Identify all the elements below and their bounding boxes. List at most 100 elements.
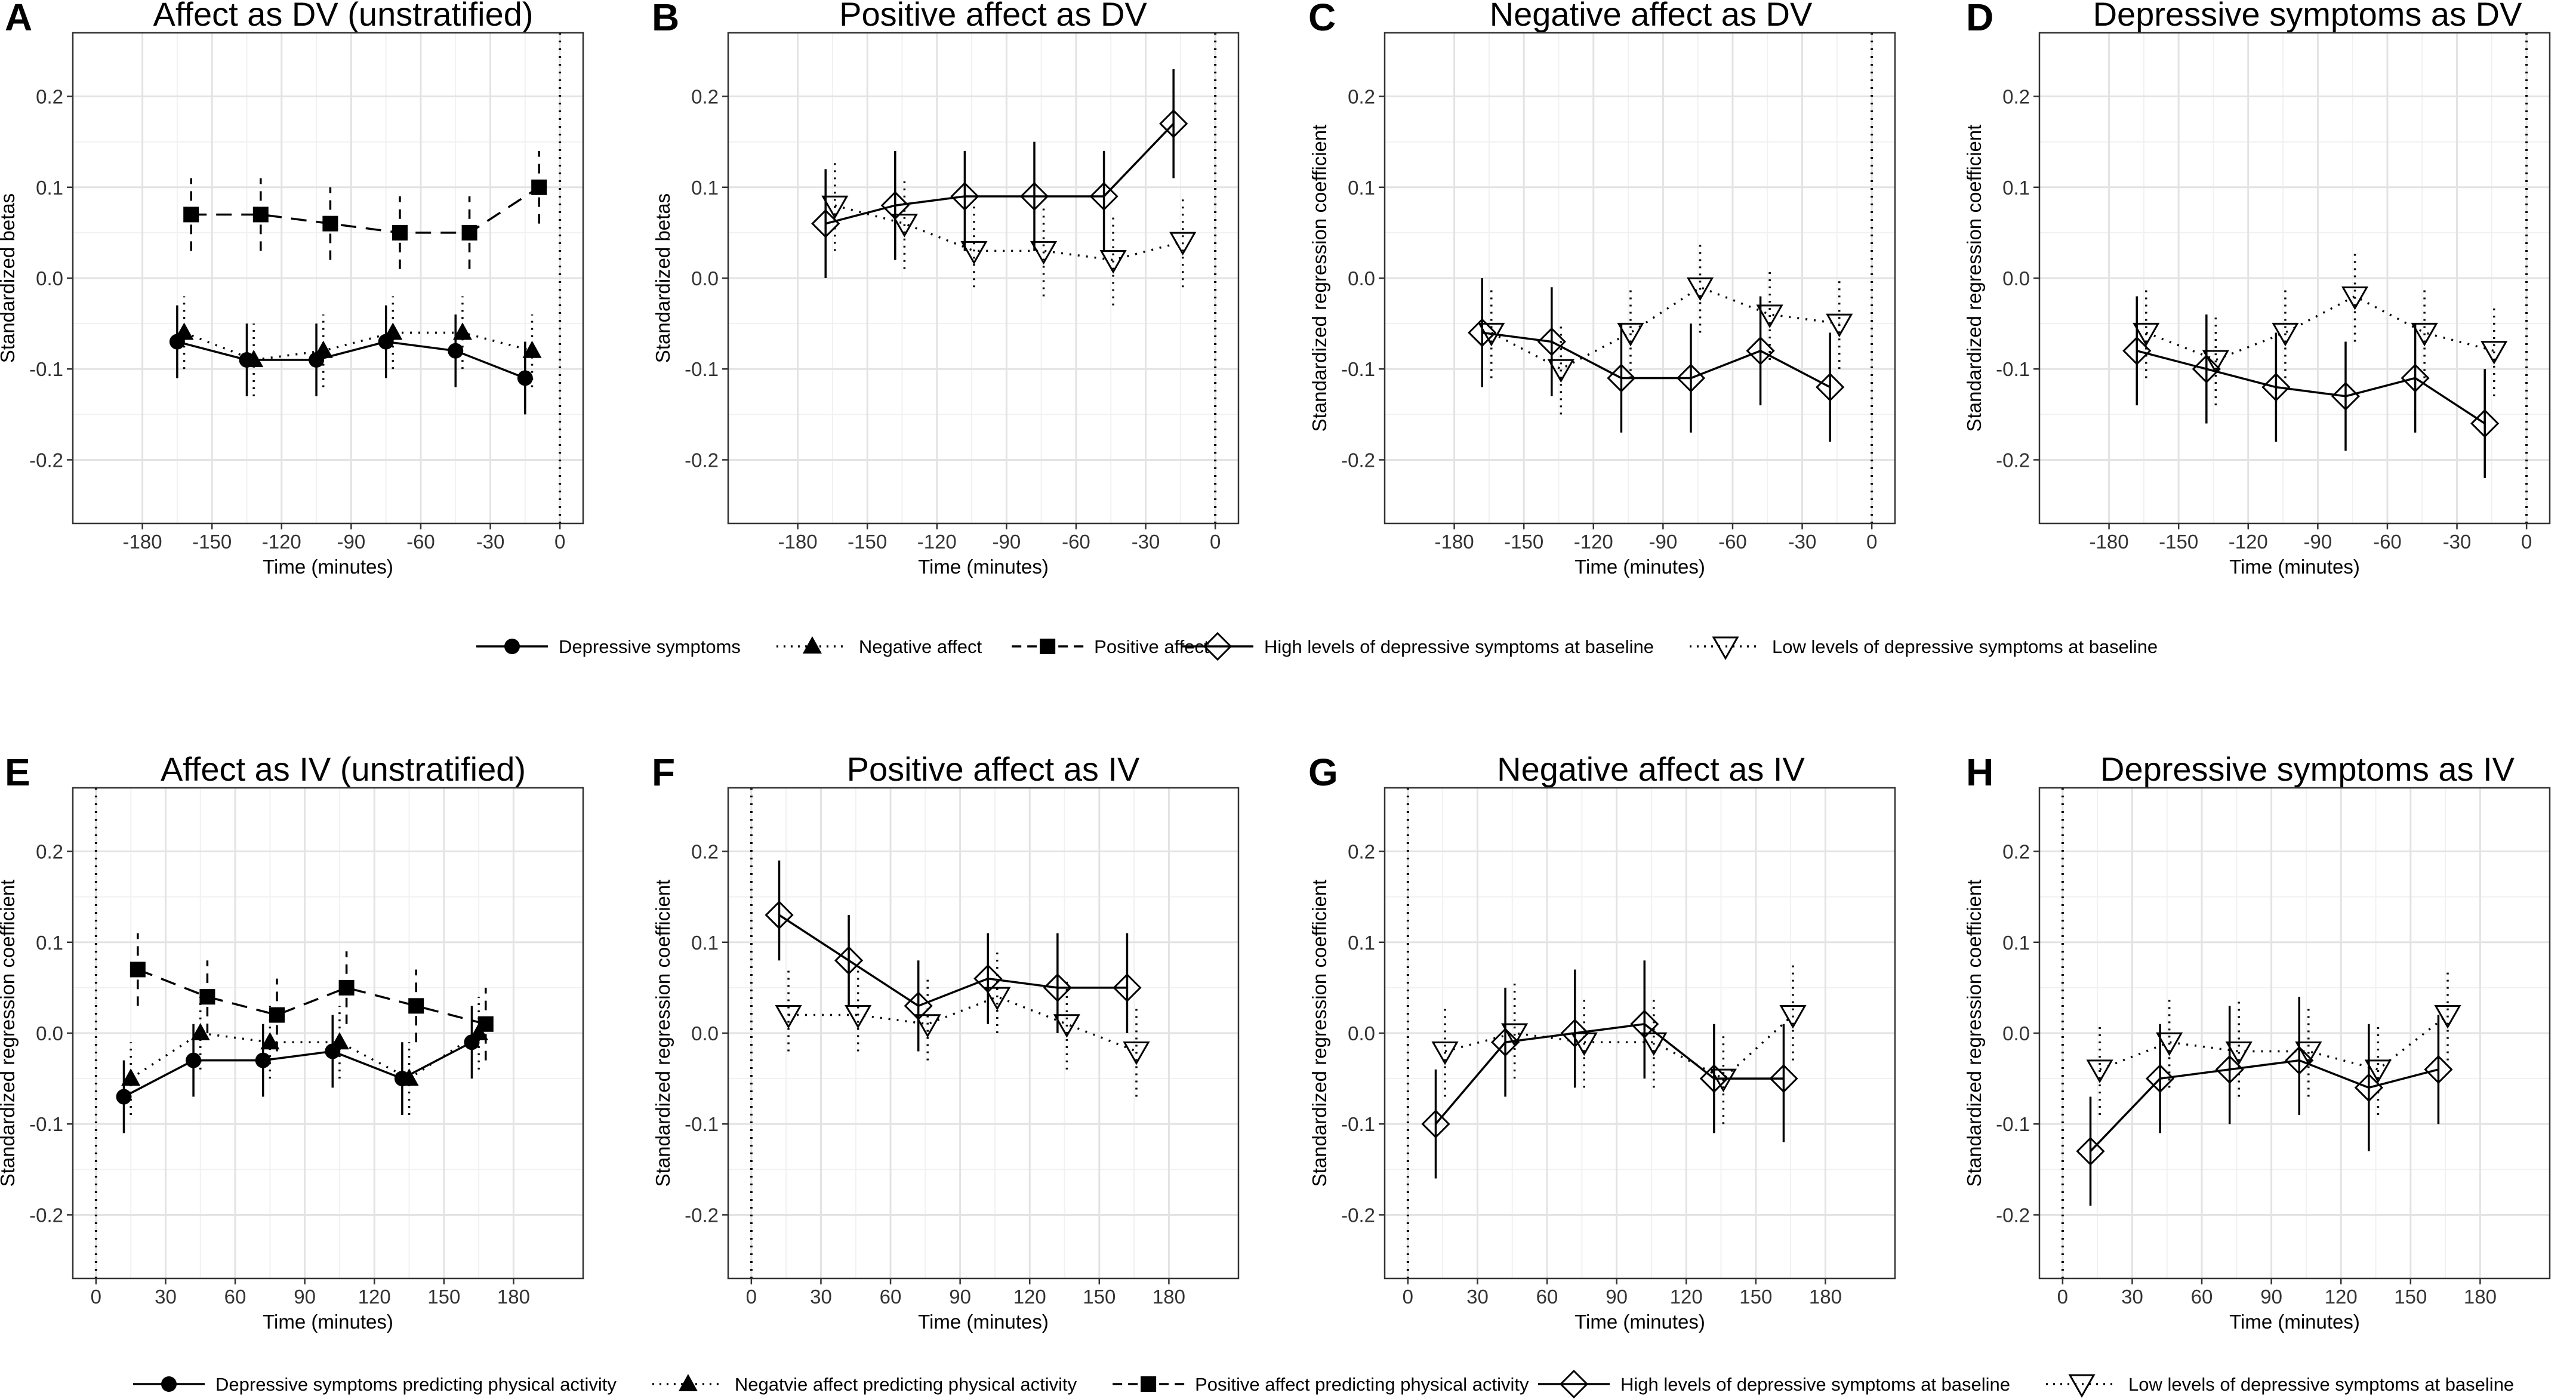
x-axis-title: Time (minutes) <box>918 1311 1049 1333</box>
series-line <box>834 204 1184 261</box>
data-point-square <box>252 207 269 223</box>
x-tick-label: 150 <box>2394 1286 2427 1308</box>
grid <box>73 788 583 1278</box>
x-tick-label: 120 <box>1013 1286 1046 1308</box>
x-tick-label: -60 <box>1062 531 1090 553</box>
legend-marker-square <box>1040 639 1056 654</box>
panel-title: Positive affect as IV <box>847 750 1140 788</box>
x-tick-label: -180 <box>2090 531 2129 553</box>
x-tick-label: -90 <box>1649 531 1678 553</box>
data-point-diamond <box>1676 363 1706 393</box>
data-point-down-triangle <box>1686 277 1714 301</box>
legend-key <box>133 1376 205 1392</box>
data-point-square <box>338 979 355 996</box>
legend-bottom-group: High levels of depressive symptoms at ba… <box>1538 1369 2514 1399</box>
x-axis-title: Time (minutes) <box>918 556 1049 578</box>
panel-letter: B <box>652 0 679 39</box>
data-point-down-triangle <box>1547 359 1574 383</box>
grid <box>728 788 1238 1278</box>
data-point-circle <box>448 343 464 359</box>
data-point-triangle <box>329 1032 349 1050</box>
x-tick-label: 0 <box>746 1286 757 1308</box>
x-tick-label: 120 <box>2325 1286 2358 1308</box>
panel-b: B Positive affect as DV -180 -150 -120 -90 -60… <box>652 0 1240 578</box>
data-point-down-triangle <box>1053 1014 1080 1038</box>
x-tick-label: 30 <box>155 1286 177 1308</box>
data-point-diamond <box>2192 355 2221 384</box>
x-tick-label: 90 <box>949 1286 971 1308</box>
x-tick-label: -120 <box>917 531 957 553</box>
series-line <box>183 331 532 361</box>
series-line <box>137 968 486 1025</box>
x-tick-label: 0 <box>91 1286 101 1308</box>
x-tick-label: -90 <box>993 531 1021 553</box>
grid <box>73 33 583 523</box>
data-point-diamond <box>1607 363 1636 393</box>
data-point-down-triangle <box>1501 1023 1529 1047</box>
x-tick-label: -150 <box>192 531 232 553</box>
legend-marker-circle <box>161 1376 177 1392</box>
y-tick-label: -0.1 <box>1996 358 2030 380</box>
y-tick-label: 0.2 <box>36 86 63 108</box>
data-point-triangle <box>260 1032 280 1050</box>
x-tick-label: 90 <box>294 1286 316 1308</box>
y-tick-label: -0.1 <box>1341 358 1375 380</box>
x-tick-label: 150 <box>1083 1286 1116 1308</box>
data-point-down-triangle <box>2481 341 2508 365</box>
legend-key <box>776 636 848 654</box>
x-tick-label: -120 <box>262 531 301 553</box>
data-point-triangle <box>383 322 403 340</box>
data-point-circle <box>186 1052 202 1068</box>
data-point-down-triangle <box>2156 1032 2183 1056</box>
legend-label: Negative affect <box>859 636 982 657</box>
series-triangle <box>121 997 489 1115</box>
series-line <box>825 123 1175 225</box>
data-point-down-triangle <box>2202 350 2229 374</box>
x-tick-label: -180 <box>778 531 818 553</box>
series-line <box>778 914 1127 1007</box>
data-point-square <box>461 224 477 241</box>
panel-d: D Depressive symptoms as DV -180 -150 -120 -9… <box>1963 0 2551 578</box>
data-point-down-triangle <box>1709 1068 1737 1093</box>
data-point-diamond <box>1746 336 1775 365</box>
data-point-diamond <box>1816 372 1845 402</box>
y-tick-label: 0.0 <box>36 1022 63 1044</box>
y-tick-label: -0.1 <box>685 1113 719 1135</box>
y-tick-label: -0.1 <box>1341 1113 1375 1135</box>
panel-letter: C <box>1308 0 1336 39</box>
y-tick-label: -0.2 <box>29 449 63 471</box>
panel-title: Positive affect as DV <box>839 0 1147 33</box>
panel-title: Affect as DV (unstratified) <box>153 0 534 33</box>
x-tick-label: -60 <box>2373 531 2402 553</box>
data-point-down-triangle <box>1640 1032 1668 1056</box>
x-tick-label: 60 <box>2191 1286 2213 1308</box>
y-tick-label: 0.0 <box>1348 1022 1375 1044</box>
data-point-diamond <box>1421 1110 1450 1139</box>
series-line <box>788 996 1137 1053</box>
data-point-down-triangle <box>821 195 849 220</box>
x-tick-label: 90 <box>2260 1286 2282 1308</box>
data-point-down-triangle <box>775 1005 802 1029</box>
x-tick-label: 150 <box>1739 1286 1772 1308</box>
panel-letter: F <box>652 751 675 794</box>
data-point-diamond <box>2470 409 2500 438</box>
y-tick-label: -0.2 <box>29 1204 63 1226</box>
x-tick-label: -30 <box>1788 531 1817 553</box>
panel-c: C Negative affect as DV -180 -150 -120 -90 -60… <box>1308 0 1896 578</box>
legend-label: Low levels of depressive symptoms at bas… <box>1772 636 2158 657</box>
x-axis-title: Time (minutes) <box>2229 556 2360 578</box>
data-point-square <box>392 224 408 241</box>
grid <box>728 33 1238 523</box>
data-point-diamond <box>2401 363 2430 393</box>
x-tick-label: 180 <box>2464 1286 2497 1308</box>
x-tick-label: -30 <box>476 531 505 553</box>
y-tick-label: 0.2 <box>36 841 63 863</box>
data-point-down-triangle <box>1169 232 1197 256</box>
y-tick-label: 0.0 <box>2002 1022 2030 1044</box>
series-square <box>130 933 494 1061</box>
y-axis-title: Standardized betas <box>0 193 19 363</box>
x-tick-label: 30 <box>2121 1286 2143 1308</box>
y-tick-label: 0.1 <box>691 177 719 199</box>
y-axis-title: Standardized regression coefficient <box>0 880 19 1187</box>
data-point-circle <box>116 1089 132 1105</box>
